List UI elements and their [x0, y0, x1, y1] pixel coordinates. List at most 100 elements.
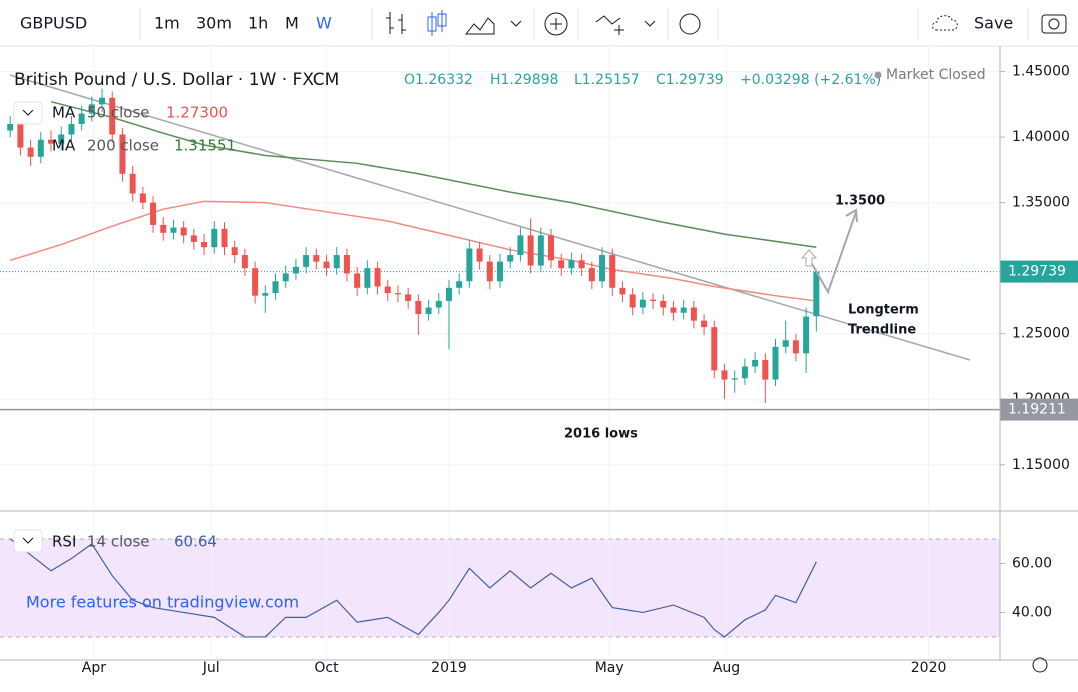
candle-body: [568, 260, 575, 269]
annotation-lows: 2016 lows: [564, 427, 638, 442]
candle-body: [150, 202, 157, 225]
dropdown[interactable]: [510, 20, 522, 27]
candle-body: [762, 359, 769, 380]
y-tick-label: 1.25000: [1012, 326, 1070, 342]
indicators-icon[interactable]: [595, 15, 624, 35]
y-tick-label: 1.40000: [1012, 129, 1070, 145]
candle-body: [190, 235, 197, 242]
candle-body: [690, 307, 697, 321]
candle-body: [88, 104, 95, 114]
interval-active[interactable]: W: [316, 14, 332, 33]
legend-close: C1.29739: [656, 72, 724, 88]
candle-body: [670, 307, 677, 313]
watermark[interactable]: More features on tradingview.com: [26, 593, 299, 612]
candle-body: [701, 320, 708, 328]
candle-body: [752, 359, 759, 367]
x-tick-label: Apr: [82, 660, 106, 676]
candle-body: [48, 139, 55, 144]
save-button[interactable]: Save: [974, 14, 1013, 33]
legend-high: H1.29898: [490, 72, 558, 88]
candle-body: [782, 340, 789, 347]
up-arrow: [800, 249, 818, 267]
y-tick-label: 1.15000: [1012, 457, 1070, 473]
ma200-params: 200 close: [87, 137, 159, 155]
candle-body: [578, 260, 585, 269]
candle-body: [180, 227, 187, 236]
price-badge-label: 1.29739: [1008, 264, 1066, 280]
settings-icon[interactable]: [1032, 657, 1048, 673]
ma200-name: MA: [52, 137, 76, 155]
annotation-target: 1.3500: [835, 194, 885, 209]
chevron: [22, 537, 34, 544]
interval[interactable]: 30m: [196, 14, 232, 33]
candle-body: [680, 307, 687, 313]
candle-body: [599, 255, 606, 282]
legend-open: O1.26332: [404, 72, 473, 88]
candles-icon[interactable]: [427, 10, 447, 36]
candle-body: [7, 123, 14, 131]
candle-body: [211, 228, 218, 248]
candle-body: [282, 273, 289, 282]
candle-body: [262, 293, 269, 296]
candle-body: [99, 97, 106, 105]
interval[interactable]: M: [285, 14, 299, 33]
y-tick-label: 1.35000: [1012, 195, 1070, 211]
alert-icon[interactable]: [679, 13, 701, 35]
trendline: [9, 74, 971, 361]
candle-body: [445, 287, 452, 301]
candle-body: [803, 316, 810, 354]
bars-icon[interactable]: [386, 12, 406, 34]
candle-body: [323, 261, 330, 269]
annotation-trendline: Trendline: [848, 323, 916, 338]
chevron: [22, 109, 34, 116]
candle-body: [333, 255, 340, 269]
ma200-value: 1.31551: [174, 137, 236, 155]
candle-body: [650, 299, 657, 301]
collapse-button[interactable]: [13, 101, 43, 125]
dropdown[interactable]: [644, 20, 656, 27]
candle-body: [37, 139, 44, 157]
camera-lens: [1048, 18, 1060, 30]
legend-change: +0.03298 (+2.61%): [740, 72, 881, 88]
x-tick-label: Jul: [202, 660, 220, 676]
candle-body: [303, 255, 310, 267]
candle-body: [588, 268, 595, 282]
candle-body: [27, 147, 34, 157]
x-tick-label: Aug: [713, 660, 740, 676]
candle-body: [507, 255, 514, 262]
candle-body: [354, 273, 361, 288]
candle-body: [58, 134, 65, 144]
camera-icon[interactable]: [1041, 14, 1067, 34]
x-tick-label: 2020: [911, 660, 947, 676]
candle-body: [252, 268, 259, 296]
x-tick-label: Oct: [314, 660, 339, 676]
candle-body: [548, 235, 555, 261]
symbol[interactable]: GBPUSD: [20, 14, 87, 33]
area-icon[interactable]: [464, 17, 495, 35]
candle-body: [201, 241, 208, 248]
projection-arrow: [811, 208, 858, 295]
status-dot: [874, 71, 882, 79]
add-icon[interactable]: [544, 12, 568, 36]
y-tick-label: 1.45000: [1012, 64, 1070, 80]
candle-body: [721, 370, 728, 380]
candle-body: [639, 299, 646, 308]
candle-body: [558, 260, 565, 269]
interval[interactable]: 1m: [154, 14, 180, 33]
y-tick-label: 60.00: [1012, 555, 1052, 571]
collapse-button[interactable]: [13, 529, 43, 553]
price-badge: [1000, 398, 1078, 421]
interval[interactable]: 1h: [248, 14, 268, 33]
toolbar: GBPUSD 1m 30m 1h M W Save: [0, 8, 1078, 47]
candle-body: [731, 378, 738, 380]
candle-body: [456, 281, 463, 288]
candle-body: [109, 97, 116, 135]
candle-body: [660, 300, 667, 308]
cloud-icon[interactable]: [932, 15, 958, 31]
ma50-params: 50 close: [87, 104, 150, 122]
candle-body: [364, 268, 371, 288]
candle-body: [415, 300, 422, 315]
candle-body: [139, 193, 146, 203]
candle-body: [629, 294, 636, 308]
